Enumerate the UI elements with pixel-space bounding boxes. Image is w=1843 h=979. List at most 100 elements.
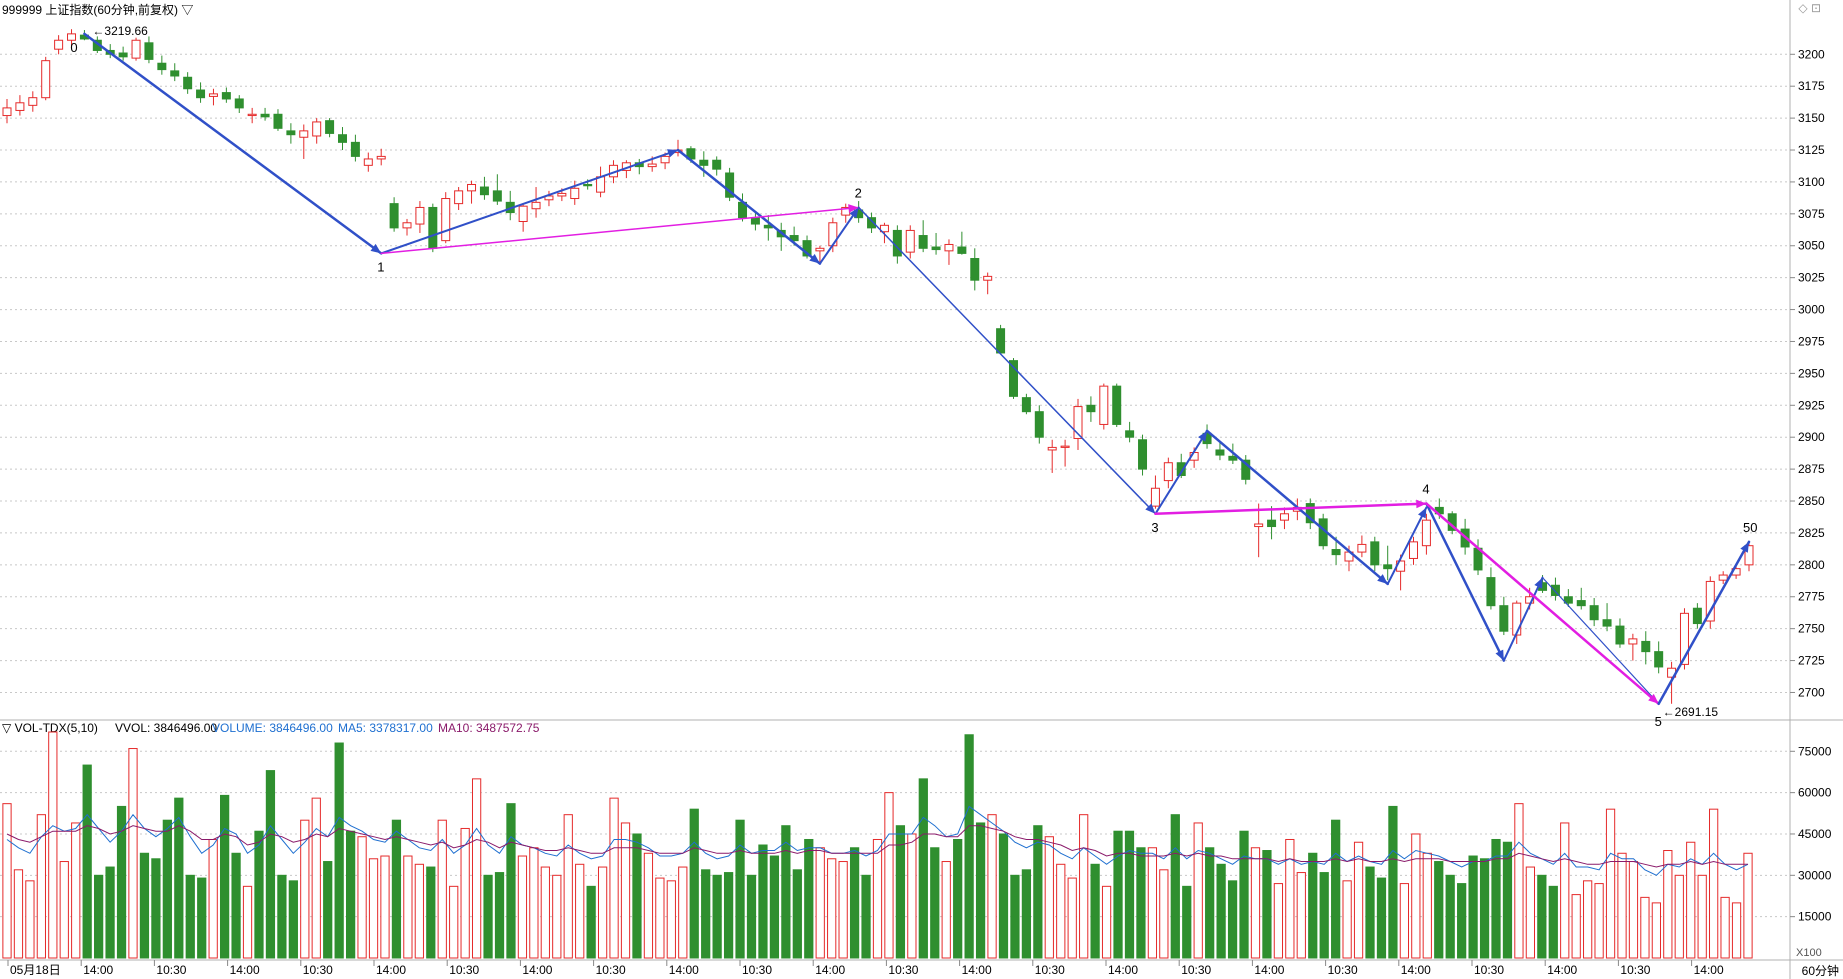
volume-bar — [1525, 866, 1535, 959]
volume-bar — [1560, 822, 1570, 959]
volume-bar — [792, 869, 802, 959]
volume-bar — [987, 814, 997, 959]
candle-body — [67, 33, 77, 41]
volume-bar — [1628, 861, 1639, 959]
time-tick-label: 10:30 — [156, 963, 186, 977]
time-tick-label: 14:00 — [815, 963, 845, 977]
volume-bar — [220, 794, 230, 959]
candle-body — [699, 159, 709, 166]
volume-bar — [128, 748, 138, 959]
volume-bar — [116, 805, 127, 959]
volume-bar — [1101, 885, 1112, 959]
candle-body — [41, 60, 51, 99]
candle-body — [1692, 607, 1702, 625]
price-tick-label: 2900 — [1798, 430, 1825, 444]
candle-body — [944, 243, 954, 252]
candle-body — [1550, 584, 1560, 596]
vvol-value: VVOL: 3846496.00 — [115, 721, 218, 735]
volume-bar — [82, 764, 92, 959]
volume-bar — [1663, 850, 1673, 959]
price-tick-label: 2875 — [1798, 462, 1825, 476]
candle-body — [1060, 445, 1070, 448]
volume-bar — [174, 797, 184, 959]
time-tick-label: 10:30 — [1181, 963, 1211, 977]
candle-body — [983, 275, 993, 281]
candle-body — [325, 120, 335, 134]
volume-bar — [689, 808, 699, 959]
volume-bar — [1651, 902, 1661, 959]
volume-bar — [1056, 863, 1066, 959]
volume-bar — [1686, 841, 1696, 959]
volume-bar — [1720, 896, 1730, 959]
candle-body — [583, 183, 593, 187]
wave-label-3: 3 — [1151, 520, 1158, 535]
candle-body — [221, 92, 231, 100]
volume-bar — [94, 874, 104, 959]
volume-bar — [1296, 872, 1306, 959]
volume-bar — [597, 866, 608, 959]
volume-bar — [231, 852, 241, 959]
volume-tick-label: 60000 — [1798, 786, 1832, 800]
volume-bar — [609, 797, 619, 959]
candle-body — [467, 183, 477, 192]
volume-bar — [1285, 838, 1295, 959]
candle-body — [892, 229, 902, 257]
volume-bar — [998, 833, 1009, 959]
volume-tick-label: 45000 — [1798, 827, 1832, 841]
volume-bar — [884, 792, 894, 959]
volume-bar — [643, 852, 654, 959]
candle-body — [1383, 564, 1393, 570]
volume-bar — [449, 885, 459, 959]
chart-title[interactable]: 999999 上证指数(60分钟,前复权) ▽ — [2, 3, 194, 17]
volume-bar — [1205, 847, 1215, 959]
wave-2-arrow — [818, 206, 860, 265]
candle-body — [389, 203, 399, 229]
volume-tick-label: 30000 — [1798, 868, 1832, 882]
volume-bar — [139, 852, 150, 959]
time-tick-label: 14:00 — [1547, 963, 1577, 977]
candle-body — [2, 107, 12, 117]
candle-body — [1679, 612, 1689, 665]
candle-body — [996, 328, 1006, 354]
window-control-icons[interactable]: ◇ ⊡ — [1798, 1, 1821, 15]
volume-bar — [36, 814, 46, 959]
volume-bar — [1594, 883, 1604, 959]
volume-bar — [529, 847, 539, 959]
wave-50-arrow — [1657, 540, 1751, 706]
volume-bar — [1640, 896, 1650, 959]
candle-body — [815, 247, 825, 252]
volume-tick-label: 75000 — [1798, 744, 1832, 758]
volume-bar — [1319, 872, 1329, 959]
candle-body — [376, 155, 386, 160]
candle-body — [54, 39, 64, 50]
volume-bar — [334, 742, 344, 959]
time-tick-label: 14:00 — [376, 963, 406, 977]
wave-label-2: 2 — [855, 185, 862, 200]
volume-bar — [1044, 836, 1054, 959]
wave-1-2-magenta-arrow — [380, 206, 860, 255]
candle-body — [1008, 360, 1018, 397]
volume-bar — [1709, 808, 1719, 959]
candle-body — [660, 155, 670, 164]
volume-bar — [208, 838, 218, 959]
period-label[interactable]: 60分钟 — [1801, 964, 1839, 978]
volume-bar — [71, 822, 81, 959]
volume-bar — [265, 770, 276, 959]
volume-bar — [964, 734, 974, 959]
volume-bar — [1227, 880, 1238, 959]
time-tick-label: 10:30 — [449, 963, 479, 977]
candle-body — [1744, 545, 1754, 566]
volume-bar — [1388, 805, 1398, 959]
candle-body — [867, 217, 877, 229]
time-tick-label: 14:00 — [1694, 963, 1724, 977]
volume-bar — [1308, 852, 1318, 959]
high-price-label: ←3219.66 — [92, 24, 148, 38]
volume-bar — [1021, 869, 1032, 959]
volume-bar — [460, 827, 470, 959]
volume-bar — [1502, 841, 1513, 959]
volume-bar — [552, 874, 562, 959]
volume-indicator-title[interactable]: ▽ VOL-TDX(5,10) — [2, 721, 98, 735]
price-tick-label: 2850 — [1798, 494, 1825, 508]
wave-3-arrow-head — [1145, 503, 1156, 514]
